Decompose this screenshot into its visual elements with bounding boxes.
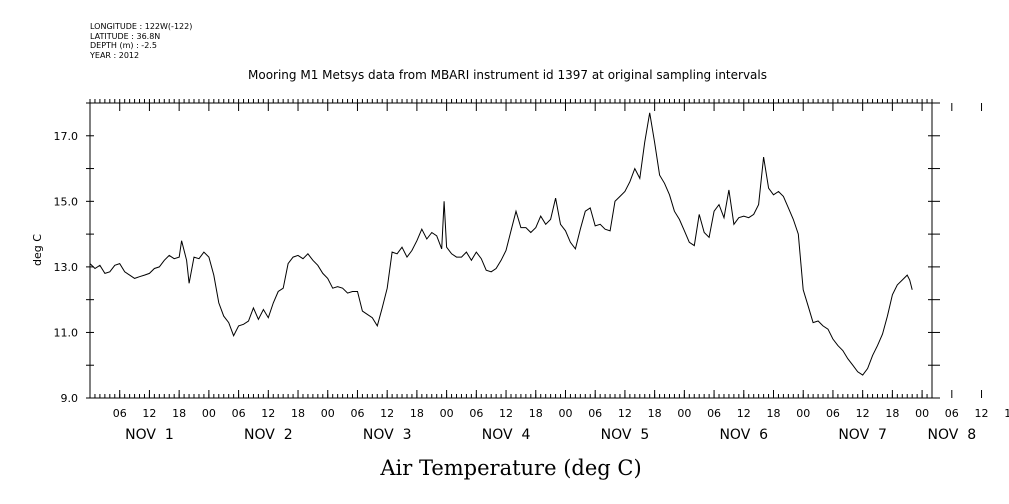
x-tick-label: 12 <box>499 407 513 420</box>
x-tick-label: 12 <box>856 407 870 420</box>
x-tick-label: 18 <box>172 407 186 420</box>
x-day-label: NOV 5 <box>601 427 650 443</box>
meta-depth: DEPTH (m) : -2.5 <box>90 41 157 50</box>
metadata-block: LONGITUDE : 122W(-122) LATITUDE : 36.8N … <box>90 22 192 60</box>
series-group <box>89 112 913 376</box>
x-day-label: NOV 6 <box>719 427 768 443</box>
x-tick-label: 12 <box>380 407 394 420</box>
x-day-label: NOV 8 <box>927 427 976 443</box>
x-day-label: NOV 4 <box>482 427 531 443</box>
x-tick-label: 06 <box>707 407 721 420</box>
x-tick-label: 00 <box>677 407 691 420</box>
x-tick-label: 06 <box>826 407 840 420</box>
x-tick-label: 18 <box>767 407 781 420</box>
x-tick-label: 18 <box>529 407 543 420</box>
x-tick-label: 00 <box>440 407 454 420</box>
x-tick-label: 06 <box>469 407 483 420</box>
meta-year: YEAR : 2012 <box>90 50 140 60</box>
x-tick-label: 00 <box>558 407 572 420</box>
series-line <box>89 112 913 376</box>
x-tick-label: 18 <box>410 407 424 420</box>
x-tick-label: 12 <box>142 407 156 420</box>
x-day-label: NOV 3 <box>363 427 412 443</box>
chart-title: Mooring M1 Metsys data from MBARI instru… <box>248 68 767 82</box>
x-tick-label: 12 <box>975 407 989 420</box>
x-tick-label: 00 <box>202 407 216 420</box>
y-tick-label: 13.0 <box>54 261 79 274</box>
x-tick-label: 00 <box>321 407 335 420</box>
x-tick-label: 06 <box>350 407 364 420</box>
minor-ticks <box>89 99 933 398</box>
x-tick-label: 06 <box>945 407 959 420</box>
y-tick-label: 15.0 <box>54 195 79 208</box>
x-tick-label: 06 <box>113 407 127 420</box>
x-tick-label: 06 <box>232 407 246 420</box>
y-axis-label: deg C <box>31 234 44 266</box>
x-tick-label: 06 <box>588 407 602 420</box>
x-tick-label: 12 <box>618 407 632 420</box>
y-tick-label: 17.0 <box>54 130 79 143</box>
x-tick-label: 12 <box>261 407 275 420</box>
x-axis-title: Air Temperature (deg C) <box>379 456 641 480</box>
x-tick-label: 12 <box>737 407 751 420</box>
meta-latitude: LATITUDE : 36.8N <box>90 31 161 41</box>
x-day-label: NOV 1 <box>125 427 174 443</box>
y-axis: 9.0 11.0 13.0 15.0 17.0 <box>54 102 940 405</box>
x-day-label: NOV 2 <box>244 427 293 443</box>
y-tick-label: 11.0 <box>54 326 79 339</box>
plot-frame <box>89 102 933 399</box>
x-tick-label: 18 <box>648 407 662 420</box>
x-tick-label: 18 <box>291 407 305 420</box>
meta-longitude: LONGITUDE : 122W(-122) <box>90 22 193 31</box>
x-tick-label: 18 <box>1004 407 1009 420</box>
x-tick-label: 00 <box>796 407 810 420</box>
x-tick-label: 00 <box>915 407 929 420</box>
x-axis: 06 12 18 00 06 12 18 00 06 12 18 00 06 12 18 00 06 12 18 00… <box>113 103 1009 443</box>
y-tick-label: 9.0 <box>61 392 79 405</box>
x-tick-label: 18 <box>885 407 899 420</box>
x-day-label: NOV 7 <box>838 427 887 443</box>
